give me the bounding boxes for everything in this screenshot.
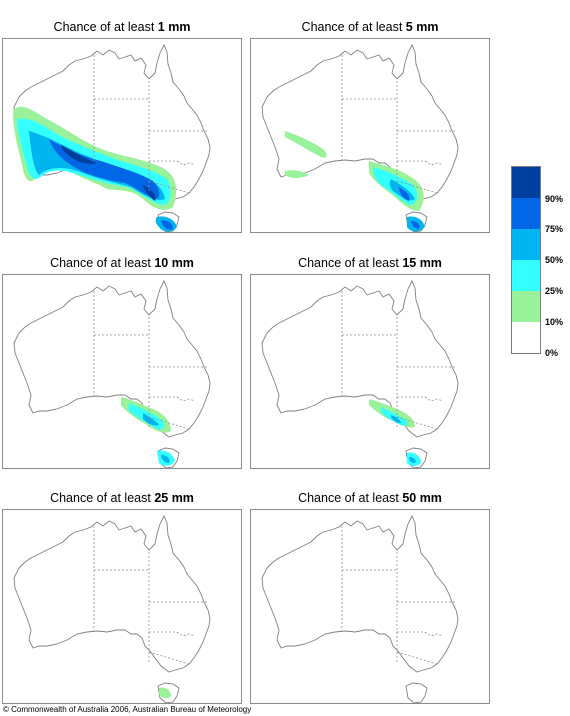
- state-border: [397, 160, 444, 166]
- state-border: [396, 180, 438, 194]
- mainland-outline: [261, 514, 459, 673]
- panel-amount: 10 mm: [154, 256, 194, 270]
- panel-title: Chance of at least 10 mm: [50, 256, 194, 270]
- panel-amount: 25 mm: [154, 491, 194, 505]
- map-frame: [250, 509, 490, 704]
- rain-probability-area: [143, 413, 159, 426]
- mainland-outline: [261, 279, 459, 438]
- legend-swatch-10: [512, 291, 540, 322]
- panel-title: Chance of at least 5 mm: [301, 20, 439, 34]
- state-border: [397, 631, 444, 637]
- rain-probability-area: [391, 415, 401, 423]
- legend-swatch-0: [512, 322, 540, 353]
- australia-map: [13, 279, 211, 468]
- state-border: [149, 631, 196, 637]
- australia-map: [13, 514, 211, 703]
- mainland-outline: [13, 514, 211, 673]
- state-border: [396, 651, 438, 665]
- rain-probability-area: [409, 457, 416, 463]
- panel-title: Chance of at least 25 mm: [50, 491, 194, 505]
- map-frame: [2, 509, 242, 704]
- copyright-footer: © Commonwealth of Australia 2006, Austra…: [3, 705, 252, 714]
- map-frame: [2, 274, 242, 469]
- rain-probability-area: [285, 131, 327, 158]
- panel-title: Chance of at least 50 mm: [298, 491, 442, 505]
- legend-label-50: 50%: [545, 255, 564, 265]
- state-border: [397, 396, 444, 402]
- australia-map: [13, 43, 211, 232]
- state-border: [148, 651, 190, 665]
- rain-probability-shading: [285, 131, 425, 232]
- state-border: [149, 160, 196, 166]
- rain-probability-area: [161, 220, 173, 230]
- panel-amount: 1 mm: [157, 20, 191, 34]
- rain-probability-shading: [159, 687, 171, 699]
- rain-probability-area: [61, 145, 97, 164]
- legend-swatch-25: [512, 260, 540, 291]
- legend-label-90: 90%: [545, 194, 564, 204]
- probability-legend: 90% 75% 50% 25% 10% 0%: [511, 166, 570, 362]
- panel-amount: 15 mm: [402, 256, 442, 270]
- australia-map: [261, 43, 459, 232]
- state-border: [396, 416, 438, 430]
- rain-probability-shading: [13, 106, 177, 232]
- legend-label-25: 25%: [545, 286, 564, 296]
- state-border: [148, 416, 190, 430]
- legend-swatch-50: [512, 229, 540, 260]
- rain-probability-shading: [121, 397, 175, 466]
- panel-title: Chance of at least 1 mm: [53, 20, 191, 34]
- legend-color-bar: [511, 166, 541, 354]
- legend-label-10: 10%: [545, 317, 564, 327]
- rain-probability-area: [399, 187, 410, 201]
- legend-label-75: 75%: [545, 224, 564, 234]
- rain-probability-area: [285, 170, 309, 178]
- map-frame: [250, 274, 490, 469]
- rain-probability-area: [411, 221, 420, 229]
- panel-amount: 50 mm: [402, 491, 442, 505]
- state-border: [148, 180, 190, 194]
- mainland-outline: [13, 279, 211, 438]
- map-frame: [2, 38, 242, 233]
- australia-map: [261, 514, 459, 703]
- legend-label-0: 0%: [545, 348, 559, 358]
- map-frame: [250, 38, 490, 233]
- state-border: [149, 396, 196, 402]
- rain-probability-shading: [369, 399, 421, 466]
- tasmania-outline: [157, 682, 180, 703]
- australia-map: [261, 279, 459, 468]
- tasmania-outline: [405, 682, 428, 703]
- legend-swatch-90: [512, 167, 540, 198]
- rain-probability-area: [161, 455, 170, 463]
- mainland-outline: [261, 43, 459, 202]
- rain-probability-area: [143, 185, 156, 201]
- panel-amount: 5 mm: [405, 20, 439, 34]
- legend-swatch-75: [512, 198, 540, 229]
- rain-probability-area: [159, 687, 171, 699]
- panel-title: Chance of at least 15 mm: [298, 256, 442, 270]
